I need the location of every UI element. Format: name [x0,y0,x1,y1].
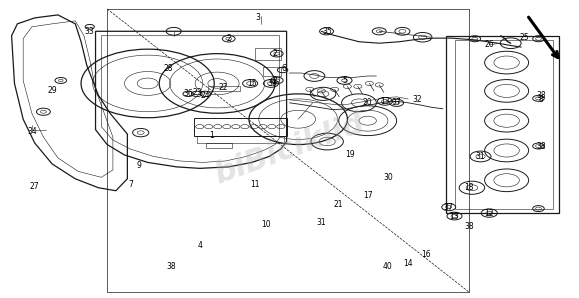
Text: 27: 27 [30,182,39,191]
Text: 38: 38 [537,142,546,150]
Text: 31: 31 [476,152,485,161]
Text: 30: 30 [383,173,393,182]
Text: 9: 9 [137,161,141,170]
Text: 35: 35 [323,27,332,36]
Text: 14: 14 [404,259,413,268]
Text: 19: 19 [346,150,355,159]
Text: 21: 21 [334,200,343,209]
Text: 32: 32 [412,95,422,104]
Text: 28: 28 [163,64,173,73]
Text: 2: 2 [273,49,277,58]
Text: biBiciklid: biBiciklid [210,108,369,190]
Text: 20: 20 [363,98,372,107]
Text: 18: 18 [464,183,474,192]
Text: 4: 4 [197,241,202,250]
Text: 26: 26 [485,40,494,49]
Text: 23: 23 [192,88,201,97]
Text: 39: 39 [267,79,277,88]
Text: 12: 12 [485,209,494,218]
Text: 2: 2 [273,76,277,85]
Text: 3: 3 [255,13,260,22]
Text: 29: 29 [47,86,57,95]
Text: 15: 15 [247,79,256,88]
Text: 38: 38 [166,262,175,271]
Text: 38: 38 [464,222,474,231]
Text: 37: 37 [444,203,453,212]
Text: 11: 11 [250,180,259,189]
Text: 31: 31 [317,218,326,226]
Text: 2: 2 [226,34,231,43]
Text: 16: 16 [421,250,430,259]
Text: 1: 1 [209,131,214,140]
Text: 8: 8 [539,95,544,104]
Text: 24: 24 [201,91,210,100]
Text: 7: 7 [128,180,133,189]
Text: 34: 34 [27,127,36,136]
Text: 38: 38 [537,91,546,100]
Text: 17: 17 [363,191,372,200]
Text: 37: 37 [392,98,401,107]
Text: 22: 22 [218,83,228,92]
Text: 25: 25 [519,33,529,42]
Text: 36: 36 [184,89,193,98]
Text: 6: 6 [281,64,286,73]
Text: 33: 33 [85,27,94,36]
Text: 40: 40 [383,262,393,271]
Text: 10: 10 [262,221,271,229]
Text: 13: 13 [380,97,390,106]
Text: 5: 5 [342,76,347,85]
Text: 13: 13 [450,212,459,221]
